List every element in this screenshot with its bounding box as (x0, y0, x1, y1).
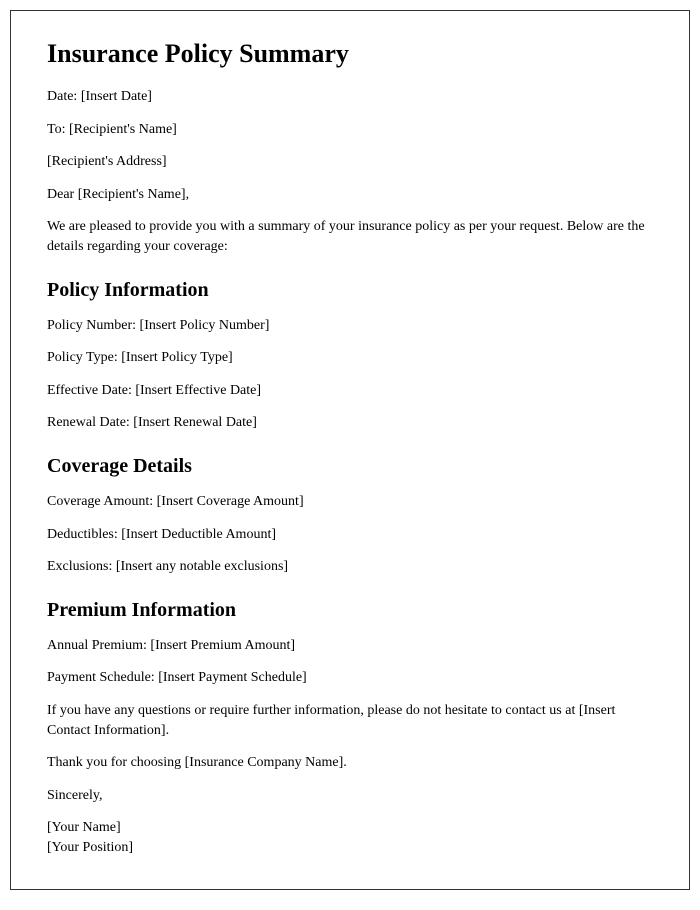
signature-position: [Your Position] (47, 838, 653, 858)
coverage-heading: Coverage Details (47, 455, 653, 478)
exclusions: Exclusions: [Insert any notable exclusio… (47, 557, 653, 577)
contact-paragraph: If you have any questions or require fur… (47, 701, 653, 740)
address-line: [Recipient's Address] (47, 152, 653, 172)
date-line: Date: [Insert Date] (47, 87, 653, 107)
signoff: Sincerely, (47, 786, 653, 806)
document-page: Insurance Policy Summary Date: [Insert D… (10, 10, 690, 890)
signature-name: [Your Name] (47, 818, 653, 838)
to-line: To: [Recipient's Name] (47, 120, 653, 140)
payment-schedule: Payment Schedule: [Insert Payment Schedu… (47, 668, 653, 688)
salutation-line: Dear [Recipient's Name], (47, 185, 653, 205)
coverage-amount: Coverage Amount: [Insert Coverage Amount… (47, 492, 653, 512)
premium-heading: Premium Information (47, 599, 653, 622)
effective-date: Effective Date: [Insert Effective Date] (47, 381, 653, 401)
policy-number: Policy Number: [Insert Policy Number] (47, 316, 653, 336)
policy-info-heading: Policy Information (47, 279, 653, 302)
deductibles: Deductibles: [Insert Deductible Amount] (47, 525, 653, 545)
annual-premium: Annual Premium: [Insert Premium Amount] (47, 636, 653, 656)
thanks-paragraph: Thank you for choosing [Insurance Compan… (47, 753, 653, 773)
intro-paragraph: We are pleased to provide you with a sum… (47, 217, 653, 256)
policy-type: Policy Type: [Insert Policy Type] (47, 348, 653, 368)
renewal-date: Renewal Date: [Insert Renewal Date] (47, 413, 653, 433)
document-title: Insurance Policy Summary (47, 39, 653, 69)
